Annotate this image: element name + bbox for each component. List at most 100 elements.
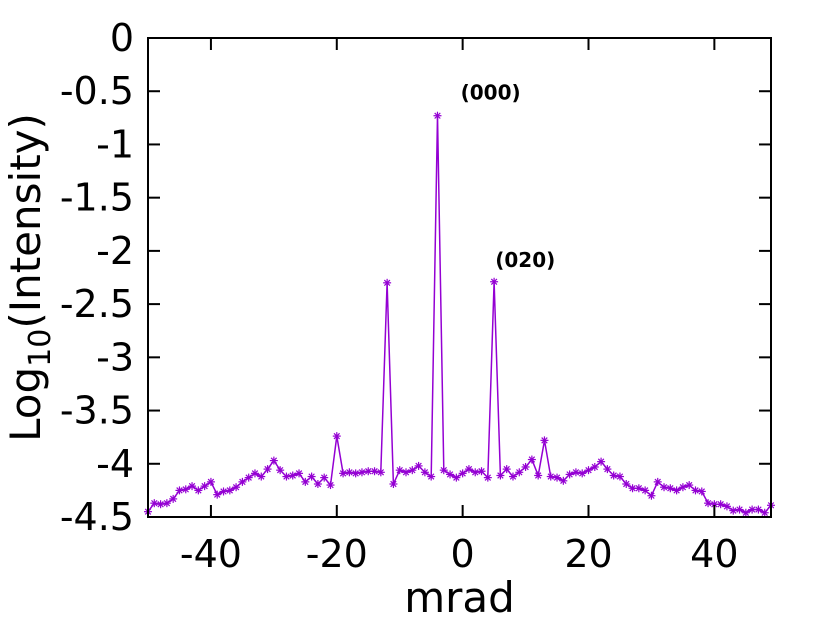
data-point bbox=[408, 466, 417, 475]
data-point bbox=[194, 486, 203, 495]
data-point bbox=[760, 508, 769, 517]
data-point bbox=[156, 500, 165, 509]
y-tick-label: -1.5 bbox=[60, 176, 134, 220]
data-point bbox=[213, 490, 222, 499]
plot-frame bbox=[147, 37, 772, 518]
y-axis-label-sub: 10 bbox=[23, 329, 58, 367]
data-point bbox=[181, 485, 190, 494]
data-point bbox=[389, 480, 398, 489]
annotations: (000) (020) bbox=[461, 81, 556, 272]
data-point bbox=[206, 477, 215, 486]
data-point bbox=[225, 486, 234, 495]
data-point bbox=[383, 278, 392, 287]
y-axis-label-rest: (Intensity) bbox=[1, 113, 50, 329]
data-point bbox=[527, 455, 536, 464]
data-point bbox=[609, 471, 618, 480]
data-point bbox=[603, 465, 612, 474]
data-point bbox=[477, 467, 486, 476]
y-tick-label: -0.5 bbox=[60, 69, 134, 113]
data-point bbox=[660, 483, 669, 492]
data-point bbox=[464, 465, 473, 474]
data-point bbox=[288, 471, 297, 480]
data-point bbox=[653, 477, 662, 486]
data-point bbox=[269, 456, 278, 465]
peak-annotation: (000) bbox=[461, 81, 521, 105]
data-point bbox=[339, 469, 348, 478]
data-point bbox=[559, 476, 568, 485]
data-point bbox=[471, 468, 480, 477]
y-tick-label: -1 bbox=[96, 122, 134, 166]
x-tick-label: -40 bbox=[180, 532, 242, 576]
data-point bbox=[641, 486, 650, 495]
data-point bbox=[332, 432, 341, 441]
data-point bbox=[169, 494, 178, 503]
x-tick-label: 20 bbox=[564, 532, 612, 576]
data-point bbox=[584, 466, 593, 475]
data-point bbox=[452, 473, 461, 482]
y-axis-label: Log10(Intensity) bbox=[1, 113, 58, 442]
data-point bbox=[244, 473, 253, 482]
y-axis-label-main: Log bbox=[1, 367, 50, 442]
data-point bbox=[395, 466, 404, 475]
data-point bbox=[672, 486, 681, 495]
data-point bbox=[754, 505, 763, 514]
data-point bbox=[420, 468, 429, 477]
data-point bbox=[370, 467, 379, 476]
x-tick-label: 0 bbox=[451, 532, 475, 576]
axis-ticks: 0 -0.5 -1 -1.5 -2 -2.5 -3 -3.5 -4 -4.5 -40 -20 0 20 40 bbox=[60, 16, 771, 576]
data-point bbox=[534, 471, 543, 480]
data-point bbox=[521, 462, 530, 471]
data-point bbox=[439, 466, 448, 475]
data-point bbox=[301, 477, 310, 486]
series-line bbox=[147, 115, 772, 514]
data-point bbox=[628, 484, 637, 493]
x-axis-label: mrad bbox=[404, 573, 515, 622]
x-tick-label: -20 bbox=[306, 532, 368, 576]
data-point bbox=[307, 472, 316, 481]
data-point bbox=[735, 505, 744, 514]
data-point bbox=[188, 482, 197, 491]
data-point bbox=[282, 472, 291, 481]
y-tick-label: -4.5 bbox=[60, 495, 134, 539]
y-tick-label: -3 bbox=[96, 335, 134, 379]
data-point bbox=[565, 470, 574, 479]
data-point bbox=[427, 472, 436, 481]
data-point bbox=[508, 472, 517, 481]
data-point bbox=[414, 461, 423, 470]
y-tick-label: 0 bbox=[110, 16, 134, 60]
data-point bbox=[219, 487, 228, 496]
data-point bbox=[622, 480, 631, 489]
data-point bbox=[578, 469, 587, 478]
data-point bbox=[571, 468, 580, 477]
data-point bbox=[162, 499, 171, 508]
data-point bbox=[615, 472, 624, 481]
data-point bbox=[697, 487, 706, 496]
data-point bbox=[402, 468, 411, 477]
data-point bbox=[597, 457, 606, 466]
data-point bbox=[326, 481, 335, 490]
data-point bbox=[685, 481, 694, 490]
data-point bbox=[320, 473, 329, 482]
data-point bbox=[722, 502, 731, 511]
data-point bbox=[691, 486, 700, 495]
data-point bbox=[263, 465, 272, 474]
data-point bbox=[634, 484, 643, 493]
y-tick-label: -2 bbox=[96, 229, 134, 273]
data-point bbox=[150, 499, 159, 508]
data-point bbox=[257, 472, 266, 481]
data-point bbox=[729, 506, 738, 515]
data-point bbox=[238, 477, 247, 486]
data-point bbox=[446, 470, 455, 479]
data-point bbox=[553, 473, 562, 482]
data-point bbox=[666, 484, 675, 493]
data-point bbox=[458, 469, 467, 478]
data-point bbox=[540, 436, 549, 445]
data-point bbox=[590, 462, 599, 471]
data-point bbox=[716, 500, 725, 509]
data-point bbox=[232, 483, 241, 492]
data-point bbox=[515, 468, 524, 477]
data-point bbox=[345, 468, 354, 477]
data-point bbox=[276, 466, 285, 475]
data-point bbox=[433, 111, 442, 120]
